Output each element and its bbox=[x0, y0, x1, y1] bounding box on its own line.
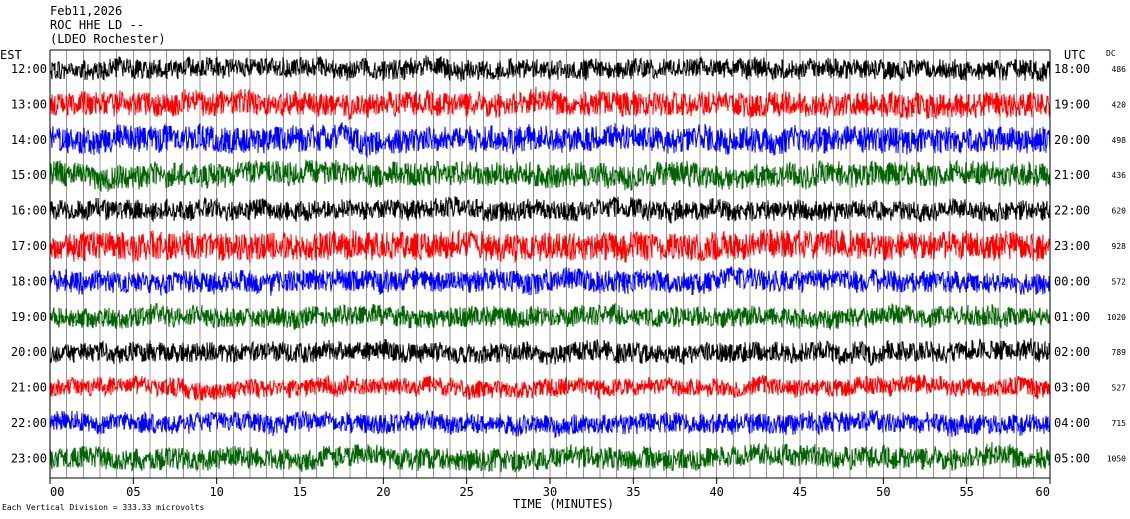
est-time-label: 21:00 bbox=[11, 381, 47, 395]
est-time-label: 22:00 bbox=[11, 416, 47, 430]
trace-2200 bbox=[49, 409, 1051, 439]
x-tick-label: 60 bbox=[1036, 485, 1050, 499]
left-axis-label: EST bbox=[0, 48, 22, 62]
x-tick-label: 40 bbox=[709, 485, 723, 499]
trace-1300 bbox=[49, 86, 1051, 121]
est-time-label: 17:00 bbox=[11, 239, 47, 253]
row-labels: 12:00 18:00 486 13:00 19:00 420 14:00 20:00 498 1… bbox=[11, 62, 1126, 465]
utc-time-label: 05:00 bbox=[1054, 451, 1090, 465]
trace-2300 bbox=[49, 441, 1051, 473]
seismic-traces bbox=[49, 55, 1051, 473]
utc-time-label: 21:00 bbox=[1054, 168, 1090, 182]
dc-value-label: 436 bbox=[1112, 171, 1127, 180]
dc-value-label: 928 bbox=[1112, 242, 1127, 251]
x-tick-label: 10 bbox=[209, 485, 223, 499]
trace-1800 bbox=[49, 266, 1051, 296]
dc-value-label: 420 bbox=[1112, 100, 1127, 109]
est-time-label: 14:00 bbox=[11, 133, 47, 147]
est-time-label: 18:00 bbox=[11, 274, 47, 288]
x-axis-ticks: 00 05 10 15 20 25 30 35 40 45 50 55 60 bbox=[49, 478, 1051, 499]
header-location: (LDEO Rochester) bbox=[50, 32, 166, 46]
est-time-label: 15:00 bbox=[11, 168, 47, 182]
minute-grid bbox=[66, 50, 1034, 478]
header-date: Feb11,2026 bbox=[50, 4, 123, 18]
est-time-label: 13:00 bbox=[11, 97, 47, 111]
utc-time-label: 00:00 bbox=[1054, 274, 1090, 288]
x-tick-label: 25 bbox=[459, 485, 473, 499]
x-tick-label: 35 bbox=[626, 485, 640, 499]
dc-value-label: 1050 bbox=[1107, 454, 1126, 463]
est-time-label: 20:00 bbox=[11, 345, 47, 359]
trace-2000 bbox=[49, 338, 1051, 367]
x-tick-label: 05 bbox=[126, 485, 140, 499]
est-time-label: 19:00 bbox=[11, 310, 47, 324]
utc-time-label: 04:00 bbox=[1054, 416, 1090, 430]
trace-1600 bbox=[49, 196, 1051, 224]
utc-time-label: 01:00 bbox=[1054, 310, 1090, 324]
x-axis-label: TIME (MINUTES) bbox=[513, 497, 615, 511]
trace-1500 bbox=[49, 159, 1051, 193]
utc-time-label: 20:00 bbox=[1054, 133, 1090, 147]
est-time-label: 23:00 bbox=[11, 451, 47, 465]
dc-value-label: 715 bbox=[1112, 419, 1127, 428]
dc-value-label: 527 bbox=[1112, 384, 1127, 393]
dc-value-label: 789 bbox=[1112, 348, 1127, 357]
dc-value-label: 572 bbox=[1112, 277, 1127, 286]
x-tick-label: 30 bbox=[543, 485, 557, 499]
utc-time-label: 22:00 bbox=[1054, 204, 1090, 218]
x-tick-label: 15 bbox=[293, 485, 307, 499]
trace-2100 bbox=[49, 373, 1051, 401]
x-tick-label: 50 bbox=[876, 485, 890, 499]
trace-1900 bbox=[49, 302, 1051, 331]
x-tick-label: 45 bbox=[793, 485, 807, 499]
dc-value-label: 486 bbox=[1112, 65, 1127, 74]
trace-1200 bbox=[49, 55, 1051, 82]
est-time-label: 12:00 bbox=[11, 62, 47, 76]
x-tick-label: 00 bbox=[50, 485, 64, 499]
utc-time-label: 23:00 bbox=[1054, 239, 1090, 253]
trace-1700 bbox=[49, 229, 1051, 264]
trace-1400 bbox=[49, 122, 1051, 159]
utc-time-label: 03:00 bbox=[1054, 381, 1090, 395]
dc-value-label: 620 bbox=[1112, 207, 1127, 216]
utc-time-label: 02:00 bbox=[1054, 345, 1090, 359]
scale-note: Each Vertical Division = 333.33 microvol… bbox=[2, 503, 205, 512]
dc-value-label: 498 bbox=[1112, 136, 1127, 145]
dc-value-label: 1020 bbox=[1107, 313, 1126, 322]
utc-time-label: 18:00 bbox=[1054, 62, 1090, 76]
x-tick-label: 55 bbox=[959, 485, 973, 499]
x-tick-label: 20 bbox=[376, 485, 390, 499]
est-time-label: 16:00 bbox=[11, 204, 47, 218]
right-axis-label: UTC bbox=[1064, 48, 1086, 62]
dc-label: DC bbox=[1106, 49, 1116, 58]
header-station: ROC HHE LD -- bbox=[50, 18, 144, 32]
utc-time-label: 19:00 bbox=[1054, 97, 1090, 111]
